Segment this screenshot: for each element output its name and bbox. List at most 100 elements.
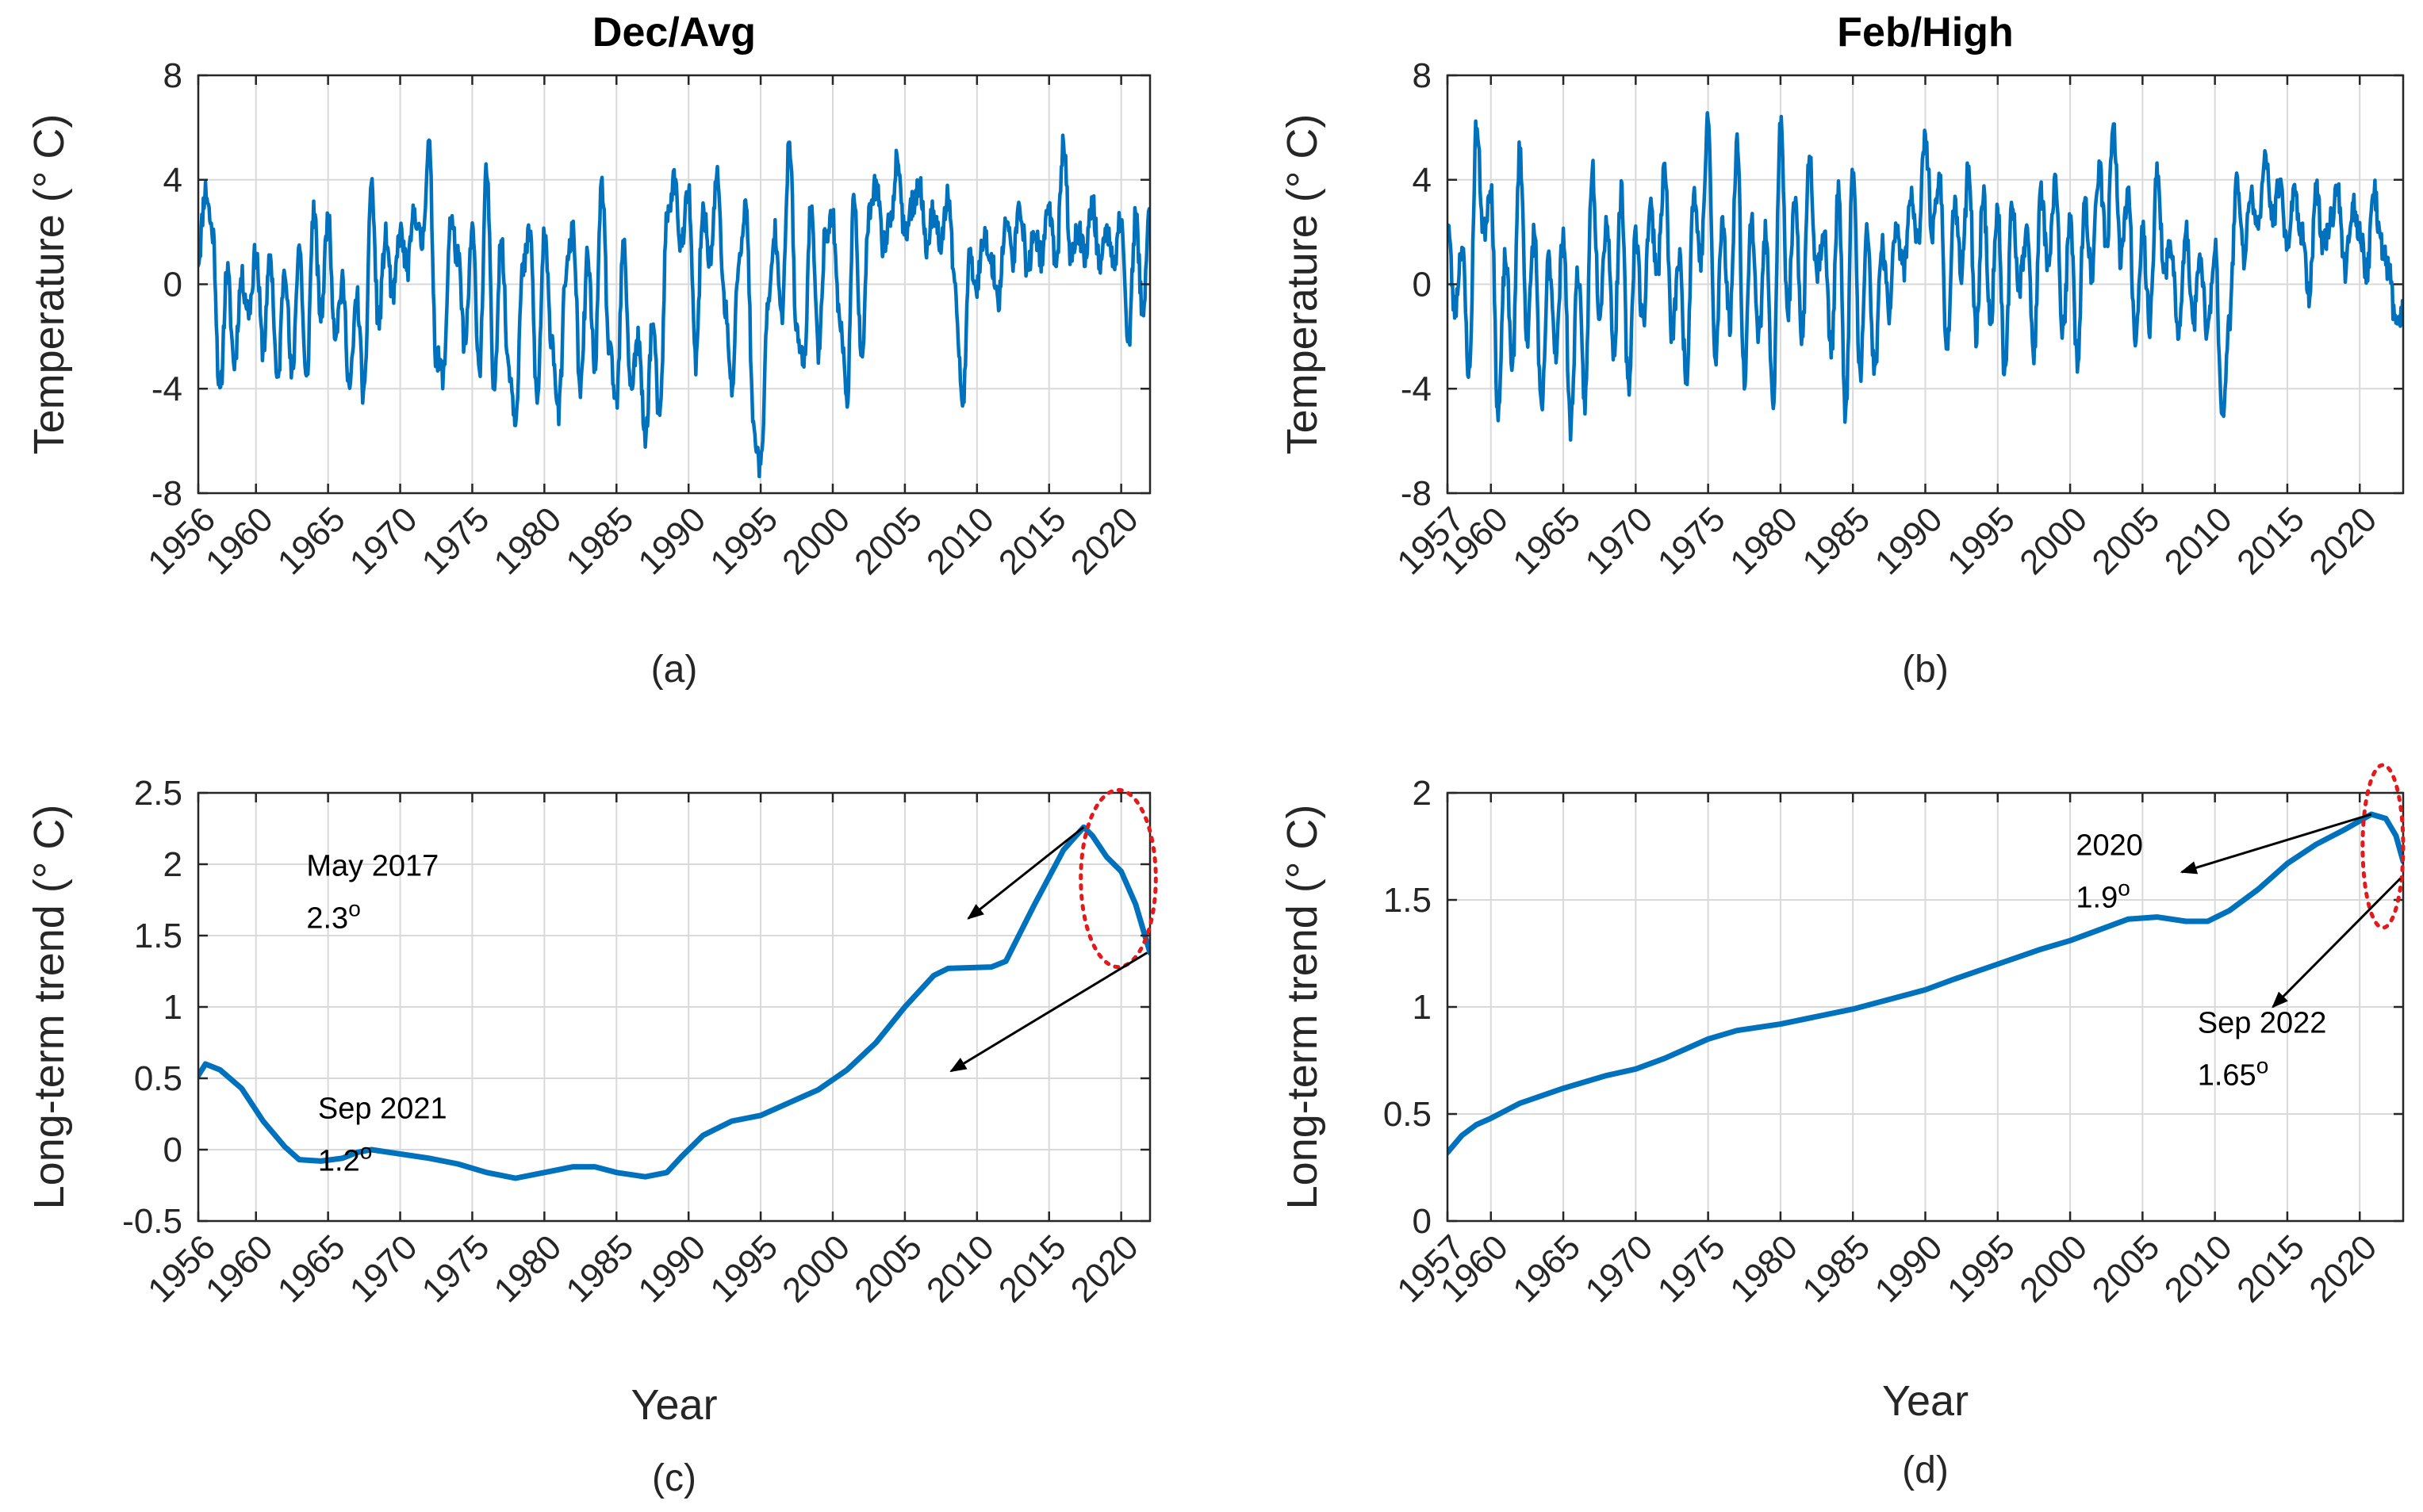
- x-axis-label: Year: [1882, 1377, 1969, 1425]
- x-tick-label: 1965: [270, 500, 353, 582]
- y-tick-label: 0: [163, 1131, 182, 1169]
- y-tick-label: 1: [1413, 988, 1432, 1027]
- x-axis-label: Year: [631, 1381, 717, 1429]
- x-tick-label: 2020: [1064, 1227, 1146, 1310]
- series-line: [198, 133, 1150, 479]
- annotation-degree-mark: o: [2256, 1053, 2269, 1078]
- y-tick-label: 0: [1413, 266, 1432, 304]
- y-tick-label: -4: [151, 369, 182, 408]
- y-axis-label: Temperature (° C): [25, 114, 73, 455]
- annotation-degree-mark: o: [2118, 875, 2130, 900]
- x-tick-label: 1975: [1650, 1227, 1733, 1310]
- chart-panel-c: -0.500.511.522.5195619601965197019751980…: [25, 774, 1158, 1499]
- chart-title: Dec/Avg: [592, 10, 756, 56]
- x-tick-label: 2010: [2157, 1227, 2240, 1310]
- y-tick-label: 0: [1413, 1202, 1432, 1241]
- x-tick-label: 1980: [487, 1227, 569, 1310]
- x-tick-label: 1995: [703, 1227, 785, 1310]
- annotation-arrow: [949, 951, 1148, 1073]
- x-tick-label: 1970: [343, 1227, 425, 1310]
- x-tick-label: 1980: [487, 500, 569, 582]
- y-tick-label: 1: [163, 988, 182, 1027]
- x-tick-label: 2015: [991, 1227, 1074, 1310]
- annotation-value-number: 2.3: [306, 901, 348, 935]
- y-tick-label: -8: [151, 474, 182, 513]
- x-tick-label: 2000: [775, 500, 857, 582]
- x-tick-label: 2000: [775, 1227, 857, 1310]
- y-axis-label: Long-term trend (° C): [25, 805, 73, 1210]
- series-line: [198, 824, 1150, 1181]
- x-tick-label: 1995: [1940, 500, 2022, 582]
- y-tick-label: 0: [163, 266, 182, 304]
- x-tick-label: 1985: [558, 1227, 641, 1310]
- x-tick-label: 1965: [1505, 1227, 1588, 1310]
- x-tick-label: 1985: [1795, 500, 1877, 582]
- highlight-ellipse: [1079, 787, 1158, 970]
- chart-panel-d: 00.511.521957196019651970197519801985199…: [1279, 763, 2406, 1491]
- x-tick-label: 2015: [2229, 1227, 2312, 1310]
- annotation-arrow: [967, 826, 1085, 920]
- x-tick-label: 2020: [2302, 1227, 2384, 1310]
- series-line: [1447, 111, 2403, 442]
- annotation-value-number: 1.9: [2076, 881, 2118, 914]
- y-tick-label: 0.5: [1383, 1095, 1432, 1134]
- x-tick-label: 1970: [343, 500, 425, 582]
- y-tick-label: 2: [1413, 774, 1432, 813]
- x-tick-label: 1975: [415, 500, 497, 582]
- series-line: [1447, 811, 2403, 1156]
- annotation-label: Sep 2021: [318, 1092, 447, 1125]
- highlight-ellipse: [2360, 763, 2406, 930]
- x-tick-label: 2005: [847, 500, 930, 582]
- x-tick-label: 2000: [2012, 1227, 2095, 1310]
- y-axis-label: Long-term trend (° C): [1279, 805, 1326, 1210]
- x-tick-label: 1990: [1868, 500, 1950, 582]
- chart-panel-b: -8-4048195719601965197019751980198519901…: [1279, 10, 2405, 691]
- x-tick-label: 2000: [2012, 500, 2095, 582]
- x-tick-label: 1970: [1578, 1227, 1661, 1310]
- x-tick-label: 1990: [631, 1227, 713, 1310]
- annotation-label: 2020: [2076, 829, 2143, 862]
- x-tick-label: 2010: [919, 1227, 1002, 1310]
- annotation-label: May 2017: [306, 849, 439, 882]
- x-tick-label: 1990: [1868, 1227, 1950, 1310]
- y-tick-label: -4: [1401, 369, 1432, 408]
- x-tick-label: 2015: [991, 500, 1074, 582]
- x-tick-label: 1975: [415, 1227, 497, 1310]
- y-tick-label: -8: [1401, 474, 1432, 513]
- y-tick-label: 8: [1413, 56, 1432, 95]
- x-tick-label: 1965: [1505, 500, 1588, 582]
- annotation-value: 1.2o: [318, 1139, 372, 1178]
- x-tick-label: 1975: [1650, 500, 1733, 582]
- x-tick-label: 2015: [2229, 500, 2312, 582]
- y-tick-label: 4: [1413, 161, 1432, 200]
- panel-label: (c): [652, 1457, 696, 1499]
- x-tick-label: 2020: [1064, 500, 1146, 582]
- x-tick-label: 2005: [2085, 1227, 2168, 1310]
- x-tick-label: 1990: [631, 500, 713, 582]
- y-tick-label: 8: [163, 56, 182, 95]
- x-tick-label: 2005: [2085, 500, 2168, 582]
- x-tick-label: 1970: [1578, 500, 1661, 582]
- x-tick-label: 1960: [198, 1227, 281, 1310]
- x-tick-label: 2020: [2302, 500, 2384, 582]
- chart-panel-a: -8-4048195619601965197019751980198519901…: [25, 10, 1152, 691]
- y-tick-label: -0.5: [122, 1202, 182, 1241]
- annotation-value: 1.9o: [2076, 875, 2130, 915]
- x-tick-label: 1960: [198, 500, 281, 582]
- x-tick-label: 1985: [558, 500, 641, 582]
- annotation-value: 1.65o: [2198, 1053, 2269, 1093]
- x-tick-label: 2005: [847, 1227, 930, 1310]
- y-tick-label: 1.5: [134, 917, 182, 955]
- x-tick-label: 1985: [1795, 1227, 1877, 1310]
- y-tick-label: 0.5: [134, 1059, 182, 1098]
- x-tick-label: 1995: [1940, 1227, 2022, 1310]
- annotation-value: 2.3o: [306, 896, 360, 936]
- y-tick-label: 2.5: [134, 774, 182, 813]
- annotation-value-number: 1.2: [318, 1144, 360, 1177]
- chart-title: Feb/High: [1837, 10, 2013, 56]
- x-tick-label: 1995: [703, 500, 785, 582]
- x-tick-label: 1980: [1723, 1227, 1805, 1310]
- annotation-value-number: 1.65: [2198, 1058, 2256, 1092]
- y-axis-label: Temperature (° C): [1279, 114, 1326, 455]
